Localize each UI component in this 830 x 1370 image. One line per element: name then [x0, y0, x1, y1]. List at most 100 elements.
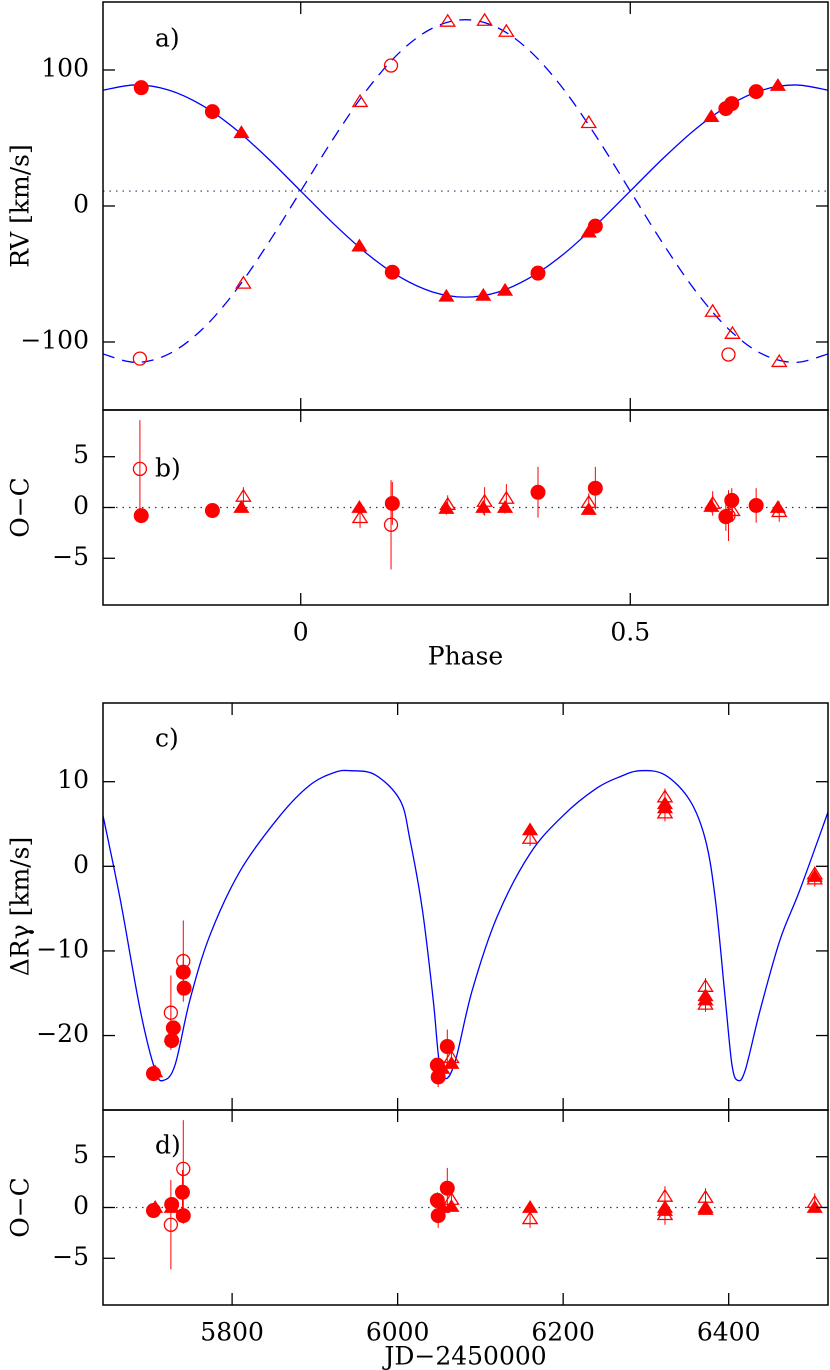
y-axis-label: O−C — [6, 477, 35, 538]
y-tick-label: 0 — [73, 1191, 89, 1220]
data-point — [176, 1161, 191, 1177]
data-point — [580, 114, 598, 129]
data-point — [439, 1039, 455, 1055]
data-point — [351, 509, 369, 524]
data-point — [204, 503, 220, 519]
plot-area — [103, 769, 828, 1088]
panel-label: c) — [155, 724, 179, 753]
data-point — [806, 1194, 824, 1208]
data-point — [443, 1049, 460, 1064]
data-point — [174, 1184, 190, 1200]
x-tick-label: 6200 — [531, 1318, 595, 1347]
data-point — [806, 871, 824, 885]
data-point — [769, 78, 786, 91]
y-tick-label: 5 — [73, 1140, 89, 1169]
data-point — [176, 953, 191, 969]
data-point — [384, 495, 400, 511]
data-point — [384, 264, 400, 280]
data-point — [656, 789, 674, 803]
data-point — [351, 93, 369, 108]
data-point — [147, 1064, 164, 1078]
data-point — [439, 1180, 455, 1196]
data-point — [476, 493, 493, 507]
x-tick-label: 5800 — [200, 1318, 264, 1347]
data-point — [438, 288, 455, 302]
data-point — [748, 497, 764, 513]
x-tick-label: 6400 — [697, 1318, 761, 1347]
data-point — [498, 23, 515, 37]
data-point — [697, 996, 714, 1010]
data-point — [703, 109, 720, 123]
data-point — [133, 508, 149, 524]
data-point — [721, 347, 736, 362]
x-axis-label: Phase — [428, 642, 503, 671]
data-point — [383, 58, 399, 73]
data-point — [235, 488, 252, 502]
data-point — [133, 80, 149, 96]
data-point — [521, 1210, 539, 1225]
x-tick-label: 0 — [293, 618, 309, 647]
model-curve — [103, 19, 828, 364]
data-point — [443, 1191, 460, 1205]
data-point — [163, 1217, 179, 1232]
data-point — [351, 500, 368, 513]
panel-label: a) — [155, 24, 180, 53]
data-point — [704, 495, 721, 509]
data-point — [656, 1188, 674, 1202]
data-point — [496, 500, 514, 513]
data-point — [724, 96, 740, 112]
plot-area — [103, 1120, 828, 1270]
data-point — [498, 490, 515, 504]
x-axis-label: JD−2450000 — [381, 1342, 546, 1370]
data-point — [587, 480, 603, 496]
data-point — [770, 503, 788, 518]
plot-frame — [102, 409, 829, 606]
data-point — [770, 353, 788, 368]
y-tick-label: 5 — [73, 440, 89, 469]
data-point — [439, 13, 457, 27]
data-point — [580, 494, 598, 508]
y-tick-label: −5 — [52, 542, 89, 571]
data-point — [132, 461, 148, 477]
data-point — [235, 275, 252, 289]
x-tick-label: 6000 — [366, 1318, 430, 1347]
data-point — [204, 104, 220, 120]
data-point — [697, 978, 714, 992]
y-tick-label: 0 — [73, 850, 89, 879]
y-tick-label: −5 — [52, 1242, 89, 1271]
plot-area — [103, 420, 828, 570]
data-point — [697, 1189, 714, 1203]
y-tick-label: 0 — [73, 491, 89, 520]
data-point — [164, 1033, 179, 1048]
data-point — [163, 1200, 180, 1213]
data-point — [475, 287, 492, 301]
panel-label: d) — [155, 1131, 181, 1160]
data-point — [530, 265, 546, 281]
y-tick-label: −100 — [20, 326, 89, 355]
y-tick-label: −20 — [36, 1019, 89, 1048]
y-axis-label: RV [km/s] — [6, 144, 35, 268]
data-point — [233, 125, 250, 139]
data-point — [697, 1202, 714, 1215]
data-point — [439, 496, 457, 510]
y-tick-label: 100 — [41, 54, 89, 83]
data-point — [147, 1200, 164, 1213]
y-axis-label: ΔRγ [km/s] — [6, 837, 35, 976]
data-point — [521, 830, 539, 844]
plot-frame — [102, 702, 829, 1111]
data-point — [704, 303, 721, 317]
x-tick-label: 0.5 — [610, 618, 650, 647]
panel-label: b) — [155, 454, 181, 483]
plot-frame — [102, 1, 829, 411]
data-point — [580, 224, 597, 238]
y-tick-label: 10 — [57, 765, 89, 794]
plot-area — [103, 12, 828, 368]
data-point — [748, 84, 764, 100]
data-point — [656, 1206, 674, 1221]
data-point — [724, 325, 741, 339]
data-point — [656, 805, 674, 819]
data-point — [438, 501, 455, 514]
plot-frame — [102, 1109, 829, 1306]
